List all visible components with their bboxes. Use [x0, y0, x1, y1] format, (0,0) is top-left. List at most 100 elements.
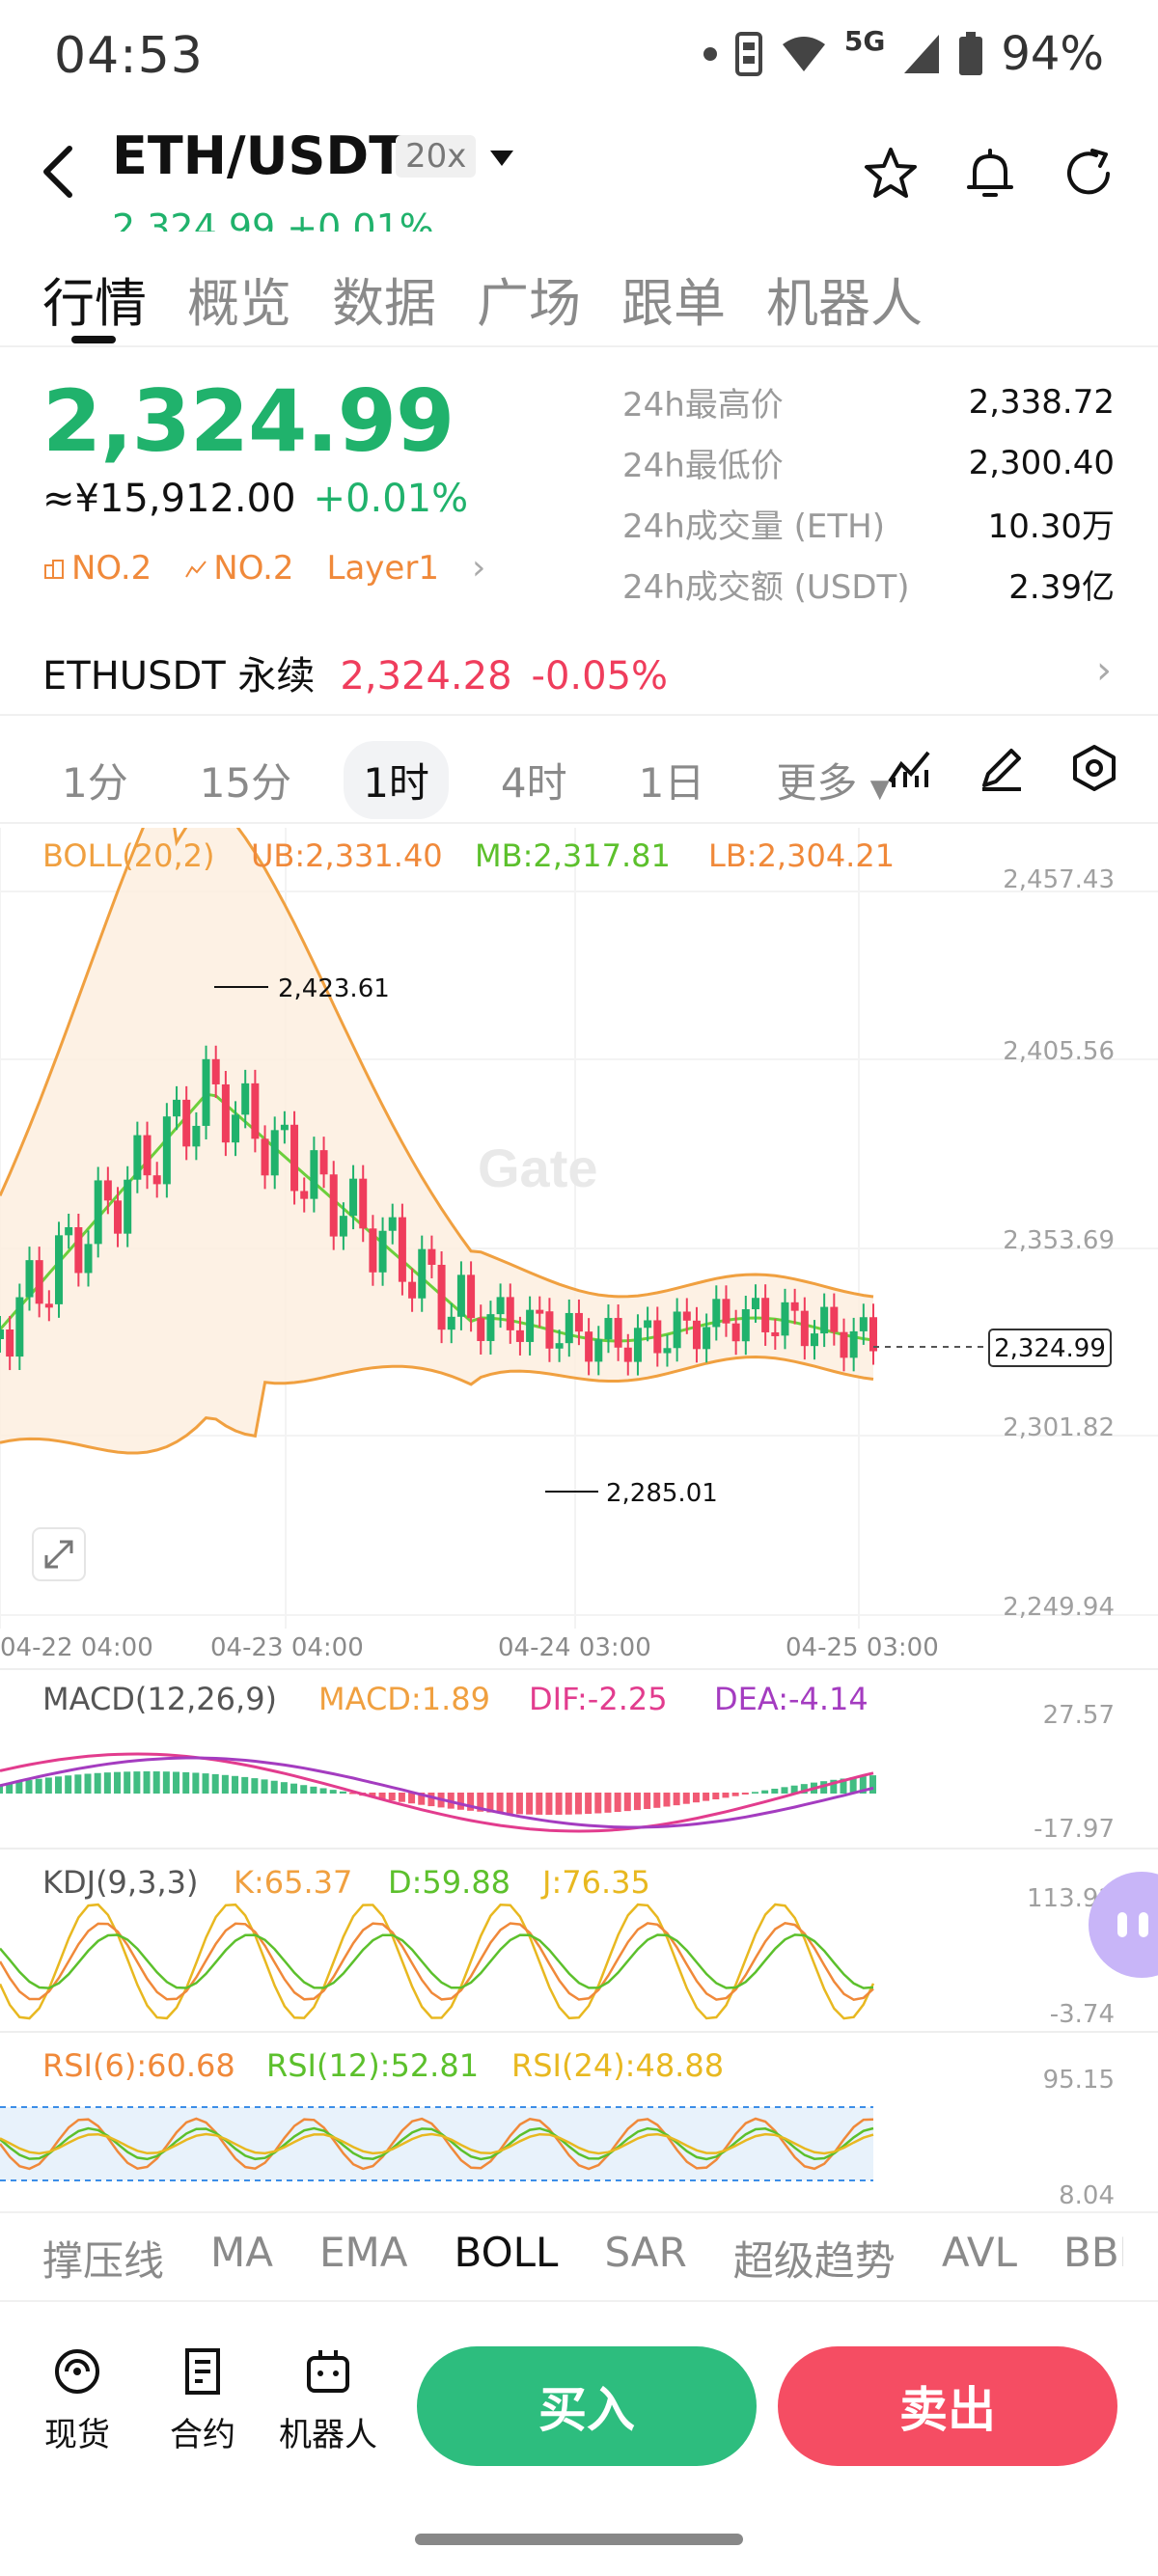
candle-body	[604, 1318, 613, 1340]
indicator-tab[interactable]: 超级趋势	[732, 2237, 896, 2285]
indicator-button[interactable]	[884, 743, 934, 793]
cny-price-row: ≈¥15,912.00 +0.01%	[42, 477, 468, 521]
macd-bar	[761, 1790, 769, 1794]
candle-body	[526, 1309, 535, 1342]
indicator-tab[interactable]: 撑压线	[42, 2237, 165, 2285]
assistant-bubble[interactable]	[1089, 1872, 1158, 1978]
tab-market[interactable]: 行情	[42, 273, 147, 334]
alert-button[interactable]	[961, 145, 1019, 203]
macd-bar	[673, 1793, 680, 1806]
candles	[0, 1045, 877, 1376]
macd-bar	[663, 1793, 671, 1807]
sim-icon	[734, 32, 762, 76]
price-chart[interactable]: Gate BOLL(20,2) UB:2,331.40 MB:2,317.81 …	[0, 828, 1158, 2207]
candle-body	[162, 1116, 171, 1185]
pair-dropdown-button[interactable]	[488, 139, 515, 176]
macd-value: MACD:1.89	[318, 1681, 490, 1717]
timeframe-1d[interactable]: 1日	[638, 759, 705, 807]
back-button[interactable]	[39, 143, 96, 210]
expand-chart-button[interactable]	[32, 1527, 86, 1581]
chart-settings-button[interactable]	[1069, 743, 1119, 793]
star-icon	[865, 148, 917, 198]
caret-down-icon: ▼	[869, 775, 890, 804]
chevron-right-icon: ›	[471, 548, 486, 588]
kdj-d: D:59.88	[388, 1864, 510, 1901]
timeframe-1h[interactable]: 1时	[344, 741, 449, 819]
timeframe-15m[interactable]: 15分	[199, 759, 292, 807]
candle-body	[94, 1180, 102, 1245]
nav-spot[interactable]: 现货	[39, 2344, 116, 2455]
perpetual-row[interactable]: ETHUSDT 永续 2,324.28 -0.05%	[42, 644, 668, 700]
candle-body	[261, 1138, 269, 1176]
tab-square[interactable]: 广场	[477, 273, 581, 334]
x-tick-label: 04-23 04:00	[210, 1633, 364, 1662]
buy-button[interactable]: 买入	[417, 2346, 757, 2466]
candle-body	[74, 1227, 83, 1274]
candle-body	[456, 1274, 465, 1317]
active-tab-indicator	[71, 336, 116, 343]
indicator-tab[interactable]: EMA	[318, 2229, 408, 2276]
perpetual-name: ETHUSDT 永续	[42, 654, 316, 699]
candle-body	[565, 1312, 573, 1344]
candle-body	[114, 1200, 123, 1234]
macd-bar	[456, 1793, 464, 1810]
favorite-button[interactable]	[862, 145, 920, 203]
macd-dif: DIF:-2.25	[529, 1681, 668, 1717]
timeframe-more[interactable]: 更多 ▼	[757, 741, 908, 819]
pair-title[interactable]: ETH/USDT	[112, 125, 405, 186]
indicator-tab[interactable]: SAR	[604, 2229, 687, 2276]
share-button[interactable]	[1060, 145, 1117, 203]
home-indicator[interactable]	[415, 2534, 743, 2545]
nav-contract[interactable]: 合约	[164, 2344, 241, 2455]
candle-body	[35, 1260, 43, 1304]
candle-body	[211, 1058, 220, 1084]
draw-button[interactable]	[977, 743, 1027, 793]
macd-bar	[585, 1793, 593, 1815]
kdj-k-line	[0, 1921, 874, 2002]
indicator-tab[interactable]: BOLL	[454, 2229, 559, 2276]
macd-bar	[182, 1771, 190, 1794]
macd-bar	[378, 1793, 386, 1799]
tab-bot[interactable]: 机器人	[766, 273, 923, 334]
macd-bottom: -17.97	[1034, 1815, 1115, 1844]
rsi-bottom: 8.04	[1059, 2181, 1115, 2207]
macd-bar	[103, 1772, 111, 1794]
indicator-tab[interactable]: AVL	[941, 2229, 1017, 2276]
tab-overview[interactable]: 概览	[187, 273, 291, 334]
macd-bar	[192, 1772, 200, 1794]
macd-bar	[840, 1778, 847, 1794]
macd-bar	[55, 1776, 63, 1794]
timeframe-row: 1分 15分 1时 4时 1日 更多 ▼	[42, 741, 942, 819]
tab-copytrade[interactable]: 跟单	[621, 273, 726, 334]
timeframe-4h[interactable]: 4时	[500, 759, 567, 807]
macd-dea-line	[0, 1756, 874, 1829]
sell-button[interactable]: 卖出	[778, 2346, 1117, 2466]
candle-body	[143, 1135, 152, 1176]
timeframe-1m[interactable]: 1分	[62, 759, 128, 807]
macd-bar	[830, 1779, 838, 1794]
candle-body	[133, 1135, 142, 1180]
share-icon	[1067, 149, 1110, 195]
macd-name: MACD(12,26,9)	[42, 1681, 277, 1717]
indicator-tab[interactable]: MA	[210, 2229, 273, 2276]
stat-row: 24h成交量 (ETH) 10.30万	[622, 493, 1115, 554]
boll-mb: MB:2,317.81	[475, 837, 671, 874]
boll-ub: UB:2,331.40	[251, 837, 443, 874]
candle-body	[378, 1230, 387, 1273]
candle-body	[124, 1179, 132, 1234]
candle-body	[232, 1114, 240, 1143]
macd-bar	[133, 1771, 141, 1794]
macd-bar	[712, 1793, 720, 1800]
indicator-tab[interactable]: BBI	[1063, 2229, 1123, 2276]
cny-price: ≈¥15,912.00	[42, 477, 296, 521]
tags-row[interactable]: NO.2 NO.2 Layer1 ›	[42, 548, 485, 588]
macd-bar	[349, 1793, 357, 1795]
contract-icon	[185, 2348, 220, 2395]
status-time: 04:53	[54, 27, 204, 85]
candle-body	[781, 1302, 789, 1336]
candle-body	[15, 1297, 24, 1357]
trend-tag-label: NO.2	[213, 548, 294, 588]
nav-robot[interactable]: 机器人	[279, 2344, 377, 2455]
candle-body	[633, 1328, 642, 1362]
tab-data[interactable]: 数据	[332, 273, 436, 334]
